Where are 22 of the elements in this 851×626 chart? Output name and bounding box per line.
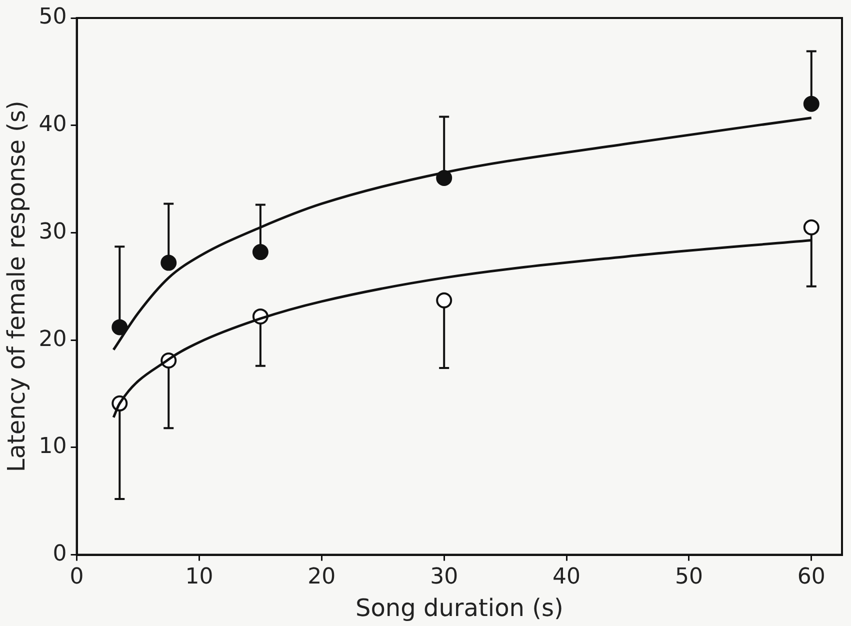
point <box>252 244 268 260</box>
point <box>160 254 177 271</box>
x-axis-title: Song duration (s) <box>355 594 564 622</box>
y-tick-label: 10 <box>38 434 67 460</box>
y-tick-label: 0 <box>52 542 67 567</box>
y-tick-label: 50 <box>38 4 67 30</box>
point <box>436 292 452 308</box>
x-tick-label: 0 <box>70 564 84 590</box>
y-tick-label: 20 <box>38 326 67 352</box>
x-tick-label: 30 <box>430 564 458 590</box>
point <box>112 319 128 336</box>
x-tick-label: 10 <box>185 564 214 590</box>
x-tick-label: 50 <box>674 564 703 590</box>
y-axis-title: Latency of female response (s) <box>2 100 31 472</box>
point <box>803 219 820 236</box>
y-tick-label: 30 <box>38 219 67 244</box>
x-tick-label: 60 <box>797 564 826 590</box>
y-tick-label: 40 <box>38 112 67 138</box>
x-tick-label: 40 <box>552 564 581 590</box>
x-tick-label: 20 <box>308 564 336 590</box>
point <box>803 96 820 112</box>
line-series <box>112 116 813 351</box>
